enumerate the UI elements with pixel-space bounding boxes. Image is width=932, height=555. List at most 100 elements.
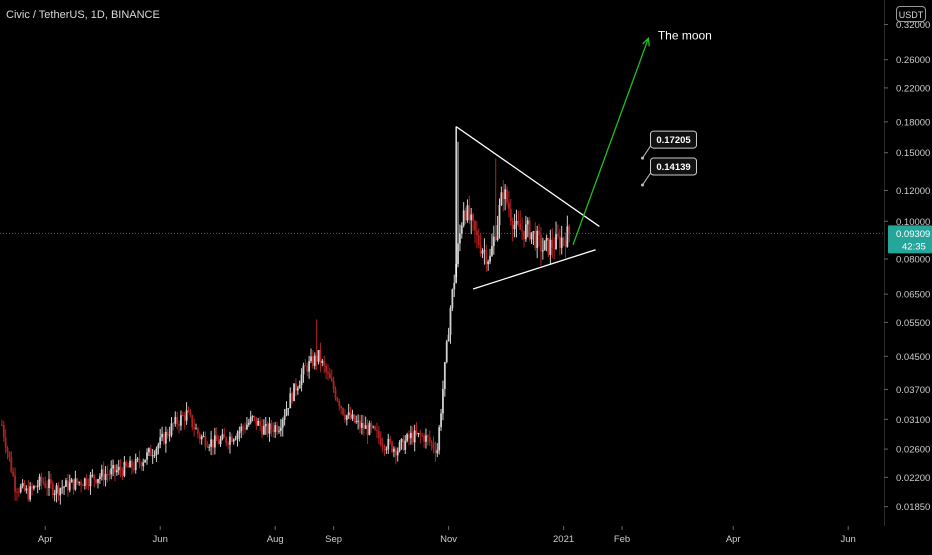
candle [63, 485, 65, 495]
candle-body [374, 426, 376, 430]
candle [328, 367, 331, 379]
candle-body [434, 448, 437, 454]
candle-body [229, 436, 231, 445]
candle-body [125, 461, 128, 466]
candle [468, 195, 471, 225]
candle [457, 141, 459, 268]
candle-body [17, 491, 20, 493]
candle-body [168, 434, 171, 436]
candle [117, 459, 120, 475]
candle [306, 362, 309, 377]
candle [449, 305, 452, 344]
candle-body [180, 415, 182, 426]
candle-body [176, 416, 179, 425]
candle [68, 474, 71, 493]
candle [246, 417, 248, 431]
candle [300, 368, 303, 392]
candle-body [538, 230, 540, 235]
candle-body [83, 478, 86, 486]
candle-body [44, 483, 47, 488]
candle [40, 472, 43, 490]
candle [296, 386, 299, 395]
candle [311, 350, 314, 369]
candle [161, 426, 163, 442]
candle [25, 485, 28, 494]
candle-body [287, 408, 290, 409]
candle [82, 483, 84, 486]
candle [360, 414, 363, 435]
candle-body [293, 383, 295, 402]
candle-body [413, 430, 416, 443]
candle-body [2, 425, 5, 438]
candle [178, 420, 180, 434]
candles-group [0, 126, 571, 505]
candle [187, 406, 190, 413]
time-tick-label: Feb [614, 534, 630, 545]
candle [394, 446, 397, 465]
candle-body [251, 416, 254, 418]
candle [460, 222, 463, 239]
candle-body [494, 236, 497, 240]
candle [270, 419, 273, 437]
candle-body [57, 485, 60, 496]
candle-body [0, 424, 3, 426]
candle [213, 427, 216, 455]
candle-body [496, 225, 499, 240]
candle [357, 414, 360, 430]
currency-button[interactable]: USDT [896, 6, 926, 22]
candle [547, 237, 550, 258]
candle [131, 459, 133, 475]
candle [44, 476, 47, 489]
candle [155, 446, 158, 462]
candle-body [210, 439, 213, 447]
candle-body [451, 289, 454, 309]
candle [129, 456, 131, 468]
price-axis[interactable]: 0.32000 0.26000 0.22000 0.18000 0.15000 0.120… [884, 0, 932, 550]
candle [496, 215, 499, 242]
price-tick-label: 0.04500 [896, 352, 930, 363]
moon-arrow-head [642, 36, 650, 47]
candle-body [61, 487, 64, 489]
price-callout[interactable]: 0.17205 [641, 130, 698, 160]
candle [344, 409, 346, 423]
candle [215, 427, 218, 442]
candle [515, 209, 518, 238]
candle-body [353, 414, 356, 423]
candle [66, 473, 69, 497]
candle [398, 440, 401, 453]
candle [236, 430, 239, 447]
moon-label[interactable]: The moon [658, 28, 712, 42]
candle-body [108, 474, 111, 475]
candle-body [219, 439, 222, 445]
candle-body [430, 441, 433, 443]
candle-body [332, 380, 335, 390]
candle-body [181, 415, 184, 417]
price-tick-label: 0.12000 [896, 186, 930, 197]
candle-body [517, 220, 520, 224]
candle-body [477, 235, 480, 246]
candle-body [502, 192, 505, 200]
price-callout[interactable]: 0.14139 [641, 157, 698, 187]
time-axis[interactable]: Apr Jun Aug Sep Nov 2021 Feb Apr Jun [38, 526, 856, 545]
candle [338, 398, 341, 411]
candle-body [359, 420, 361, 428]
candle-body [558, 236, 561, 248]
candle [541, 237, 544, 260]
candle [159, 428, 162, 449]
candle-body [536, 230, 539, 248]
candle-body [76, 478, 79, 483]
candle-body [457, 243, 459, 264]
candle [347, 403, 350, 420]
candle-body [396, 451, 399, 456]
candle-body [183, 415, 186, 421]
candle [244, 422, 246, 434]
moon-arrow-line[interactable] [572, 38, 650, 246]
candle-body [436, 450, 439, 454]
candle-body [415, 430, 418, 435]
triangle-lower-line[interactable] [472, 249, 596, 290]
candle [453, 274, 456, 298]
triangle-upper-line[interactable] [455, 126, 600, 227]
candle [85, 474, 88, 490]
